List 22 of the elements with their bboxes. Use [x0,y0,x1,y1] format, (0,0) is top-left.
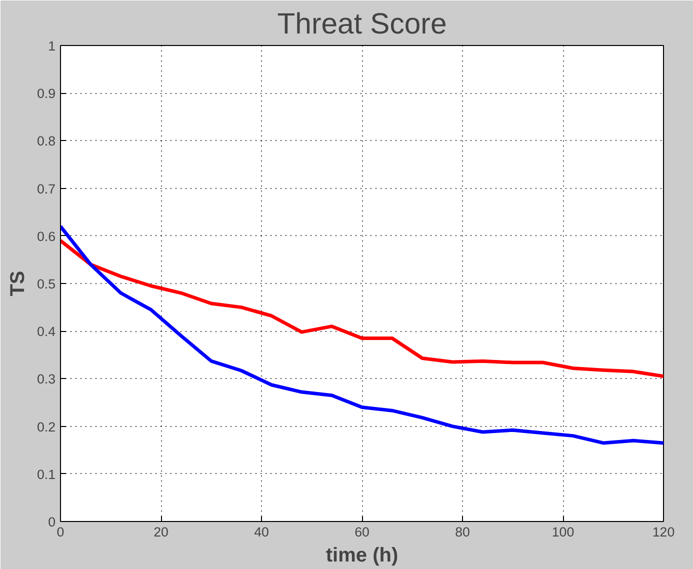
x-tick-label: 40 [254,524,269,540]
x-tick-label: 120 [652,524,675,540]
y-tick-label: 0.2 [36,419,56,434]
y-tick-label: 0.6 [36,228,56,244]
x-tick-label: 20 [154,524,168,540]
y-tick-label: 1 [48,38,56,54]
y-tick-label: 0 [48,514,56,530]
x-tick-label: 60 [354,524,370,540]
y-tick-label: 0.8 [36,134,56,149]
chart-title: Threat Score [277,8,447,40]
y-tick-label: 0.1 [36,466,56,482]
x-tick-label: 80 [455,524,470,540]
y-tick-label: 0.3 [36,372,56,387]
x-axis-title: time (h) [326,544,398,566]
y-tick-label: 0.7 [36,181,56,196]
x-tick-label: 100 [552,524,574,540]
y-tick-label: 0.4 [36,324,56,340]
line-series [60,238,664,378]
y-tick-label: 0.5 [36,276,56,292]
line-series [60,224,664,445]
y-tick-label: 0.9 [36,86,56,102]
y-axis-title: TS [6,270,29,296]
